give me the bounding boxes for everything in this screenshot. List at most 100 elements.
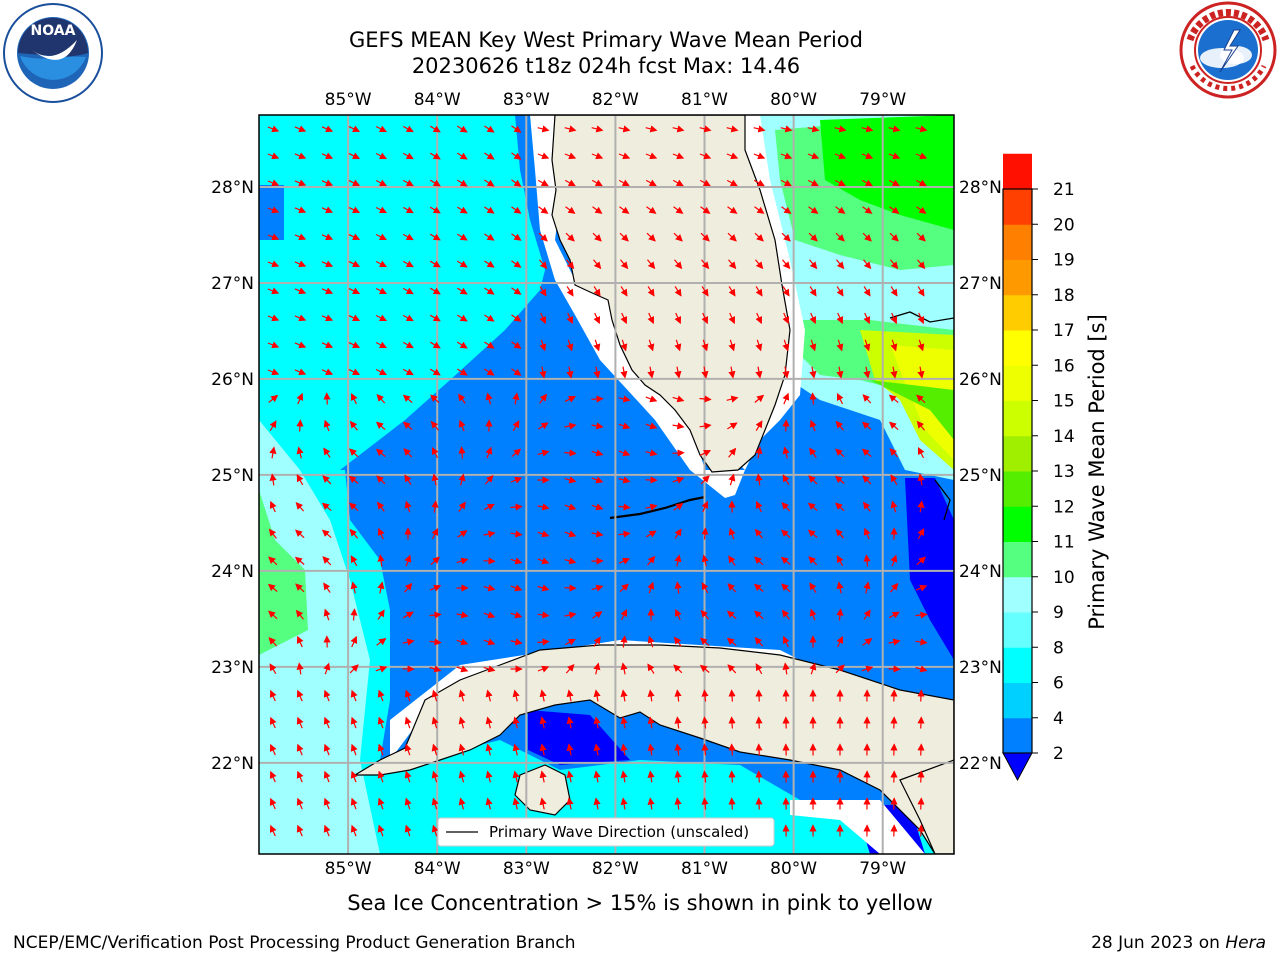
direction-arrow-428 bbox=[350, 581, 358, 594]
lon-label-top-0: 85°W bbox=[325, 90, 372, 110]
direction-arrow-582 bbox=[458, 743, 466, 756]
direction-arrow-71 bbox=[834, 179, 846, 187]
colorbar-segment-14 bbox=[1003, 224, 1032, 260]
direction-arrow-522 bbox=[861, 665, 874, 673]
direction-arrow-313 bbox=[618, 449, 631, 457]
direction-arrow-500 bbox=[269, 663, 277, 675]
lon-label-bottom-1: 84°W bbox=[414, 859, 461, 879]
direction-arrow-298 bbox=[888, 421, 899, 431]
colorbar-segment-15 bbox=[1003, 189, 1032, 225]
colorbar-tick-label-7: 12 bbox=[1053, 497, 1075, 517]
lon-label-bottom-6: 79°W bbox=[859, 859, 906, 879]
colorbar-segment-13 bbox=[1003, 259, 1032, 296]
colorbar-tick-label-11: 16 bbox=[1053, 356, 1075, 376]
direction-arrow-82 bbox=[456, 206, 468, 214]
direction-arrow-418 bbox=[754, 556, 764, 566]
direction-arrow-9 bbox=[511, 125, 522, 133]
direction-arrow-37 bbox=[591, 152, 604, 160]
direction-arrow-324 bbox=[917, 447, 925, 459]
direction-arrow-674 bbox=[917, 824, 925, 837]
direction-arrow-359 bbox=[510, 503, 523, 511]
direction-arrow-138 bbox=[620, 259, 629, 270]
direction-arrow-385 bbox=[537, 530, 550, 538]
direction-arrow-187 bbox=[593, 312, 601, 325]
direction-arrow-603 bbox=[350, 770, 358, 783]
latitude-labels-right: 28°N 27°N 26°N 25°N 24°N 23°N 22°N bbox=[959, 178, 1002, 774]
direction-arrow-386 bbox=[564, 530, 577, 538]
direction-arrow-309 bbox=[511, 448, 522, 458]
direction-arrow-655 bbox=[404, 824, 412, 837]
direction-arrow-91 bbox=[700, 206, 711, 214]
colorbar-tick-label-12: 17 bbox=[1053, 321, 1075, 341]
direction-arrow-417 bbox=[728, 555, 736, 566]
direction-arrow-381 bbox=[431, 528, 439, 540]
direction-arrow-586 bbox=[566, 743, 574, 756]
direction-arrow-397 bbox=[863, 527, 871, 540]
direction-arrow-204 bbox=[375, 341, 387, 349]
direction-arrow-400 bbox=[268, 556, 278, 566]
direction-arrow-114 bbox=[646, 232, 656, 242]
direction-arrow-90 bbox=[673, 206, 684, 214]
legend-label: Primary Wave Direction (unscaled) bbox=[489, 823, 749, 841]
direction-arrow-98 bbox=[889, 206, 900, 214]
direction-arrow-161 bbox=[566, 286, 574, 297]
direction-arrow-321 bbox=[835, 448, 845, 458]
direction-arrow-173 bbox=[890, 286, 898, 297]
direction-arrow-245 bbox=[809, 366, 817, 379]
direction-arrow-115 bbox=[673, 232, 683, 242]
direction-arrow-488 bbox=[620, 635, 628, 648]
direction-arrow-184 bbox=[511, 314, 522, 322]
direction-arrow-301 bbox=[296, 446, 304, 459]
direction-arrow-539 bbox=[647, 689, 655, 702]
direction-arrow-52 bbox=[321, 179, 334, 187]
direction-arrow-76 bbox=[294, 206, 307, 214]
direction-arrow-89 bbox=[646, 206, 657, 214]
direction-arrow-36 bbox=[564, 152, 577, 160]
direction-arrow-206 bbox=[429, 341, 441, 349]
direction-arrow-334 bbox=[510, 476, 523, 484]
direction-arrow-527 bbox=[323, 689, 331, 702]
direction-arrow-228 bbox=[348, 368, 361, 376]
direction-arrow-121 bbox=[835, 232, 845, 242]
direction-arrow-636 bbox=[566, 797, 574, 810]
direction-arrow-652 bbox=[323, 824, 331, 837]
direction-arrow-649 bbox=[917, 797, 925, 810]
direction-arrow-105 bbox=[402, 233, 414, 241]
direction-arrow-274 bbox=[916, 394, 926, 404]
lon-label-bottom-4: 81°W bbox=[681, 859, 728, 879]
direction-arrow-292 bbox=[727, 422, 738, 430]
direction-arrow-311 bbox=[564, 449, 577, 457]
direction-arrow-529 bbox=[377, 689, 385, 702]
direction-arrow-458 bbox=[483, 611, 496, 619]
direction-arrow-342 bbox=[728, 473, 736, 486]
direction-arrow-6 bbox=[429, 125, 441, 133]
direction-arrow-8 bbox=[484, 125, 495, 133]
colorbar-segment-1 bbox=[1003, 682, 1032, 719]
wave-direction-arrows bbox=[267, 125, 928, 837]
direction-arrow-241 bbox=[701, 366, 709, 379]
direction-arrow-264 bbox=[645, 395, 658, 403]
colorbar-label: Primary Wave Mean Period [s] bbox=[1085, 314, 1109, 630]
direction-arrow-51 bbox=[294, 179, 307, 187]
colorbar: 2 4 6 8 9 10 11 12 13 14 15 16 17 18 19 20 21 bbox=[1002, 153, 1075, 782]
direction-arrow-444 bbox=[781, 583, 791, 593]
direction-arrow-518 bbox=[755, 663, 763, 675]
direction-arrow-35 bbox=[537, 152, 550, 160]
direction-arrow-44 bbox=[780, 152, 793, 160]
direction-arrow-392 bbox=[728, 527, 736, 540]
direction-arrow-371 bbox=[835, 502, 845, 512]
direction-arrow-15 bbox=[672, 125, 685, 133]
direction-arrow-434 bbox=[510, 584, 523, 592]
direction-arrow-610 bbox=[539, 770, 547, 783]
lon-label-top-2: 83°W bbox=[503, 90, 550, 110]
direction-arrow-53 bbox=[348, 179, 361, 187]
direction-arrow-606 bbox=[431, 770, 439, 783]
direction-arrow-656 bbox=[431, 824, 439, 837]
direction-arrow-511 bbox=[565, 664, 575, 674]
direction-arrow-628 bbox=[350, 797, 358, 810]
direction-arrow-266 bbox=[699, 395, 712, 403]
direction-arrow-79 bbox=[375, 206, 387, 214]
direction-arrow-525 bbox=[269, 689, 277, 702]
direction-arrow-653 bbox=[350, 824, 358, 837]
direction-arrow-436 bbox=[564, 584, 577, 592]
